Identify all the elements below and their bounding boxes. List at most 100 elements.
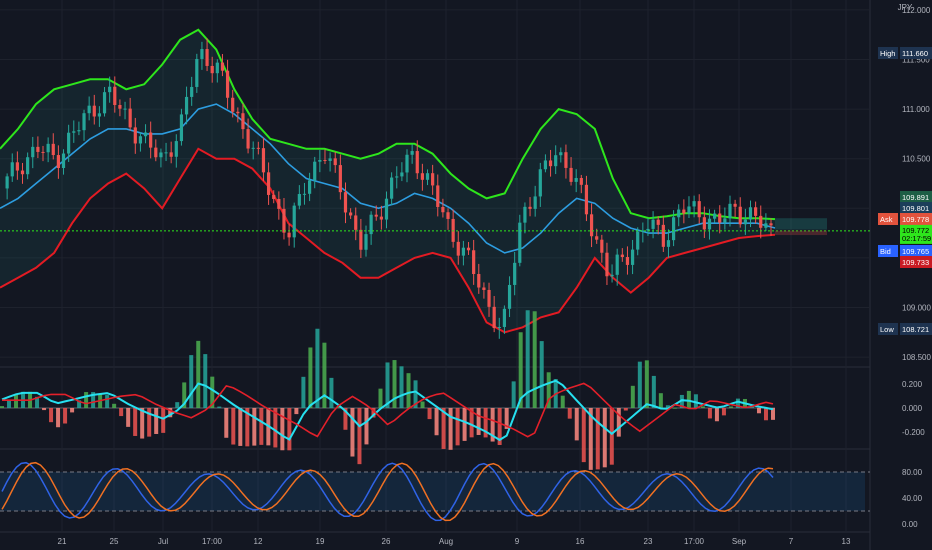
candle — [482, 282, 486, 299]
candle-body — [108, 86, 112, 93]
macd-histogram-bar — [448, 408, 453, 450]
candle — [400, 162, 404, 182]
macd-histogram-bar — [322, 342, 327, 408]
candle-body — [713, 213, 717, 219]
candle — [390, 172, 394, 206]
candle — [292, 202, 296, 248]
candle — [51, 133, 55, 160]
macd-histogram-bar — [14, 394, 19, 408]
macd-pane[interactable]: 0.200 0.000 -0.200 — [0, 310, 925, 470]
macd-histogram-bar — [35, 396, 40, 408]
macd-histogram-bar — [70, 408, 75, 413]
candle — [31, 136, 35, 169]
candle-body — [574, 178, 578, 182]
candle-body — [543, 160, 548, 170]
candle-body — [56, 155, 60, 168]
candle — [641, 222, 645, 243]
price-tick-label: 108.500 — [902, 353, 931, 362]
candle-body — [538, 169, 542, 197]
candle-body — [266, 172, 271, 195]
low-tag-label: Low — [880, 325, 894, 334]
candle-body — [641, 230, 645, 232]
candle-body — [343, 192, 348, 213]
macd-histogram-bar — [420, 401, 425, 408]
candle — [584, 175, 589, 222]
candle-body — [656, 219, 660, 225]
macd-histogram-bar — [623, 408, 628, 411]
macd-histogram-bar — [630, 385, 635, 408]
price-axis[interactable]: 112.000111.500111.000110.500110.000109.5… — [878, 6, 932, 362]
stochastic-pane[interactable]: 80.00 40.00 0.00 — [0, 461, 923, 529]
macd-line — [1, 379, 774, 442]
candle — [605, 242, 609, 286]
time-tick-label: 7 — [789, 537, 794, 546]
candle — [451, 209, 455, 248]
macd-histogram-bar — [168, 408, 173, 418]
candle-body — [41, 151, 45, 153]
candle — [441, 198, 445, 218]
candle — [87, 96, 91, 121]
macd-histogram-bar — [483, 408, 488, 438]
candle-body — [236, 111, 240, 114]
time-tick-label: 9 — [515, 537, 520, 546]
candle-body — [477, 274, 481, 288]
candle-body — [728, 203, 732, 219]
candle-body — [502, 308, 507, 327]
macd-histogram-bar — [0, 406, 4, 408]
candle — [415, 140, 419, 180]
candle — [128, 97, 132, 131]
candle — [379, 205, 383, 230]
candle — [677, 204, 681, 227]
candle-body — [400, 172, 404, 177]
candle-body — [436, 185, 440, 207]
candle — [718, 205, 722, 234]
candle-body — [46, 143, 50, 153]
candle-body — [610, 274, 614, 277]
time-tick-label: 17:00 — [202, 537, 223, 546]
candle-body — [697, 201, 701, 218]
candle — [26, 152, 30, 180]
candle-body — [195, 58, 199, 87]
candle — [748, 200, 753, 228]
time-axis[interactable]: 21 25 Jul 17:00 12 19 26 Aug 9 16 23 17:00 Sep 7 13 — [58, 537, 851, 546]
candle-body — [184, 96, 189, 115]
candle-body — [179, 114, 184, 142]
macd-histogram-bar — [714, 408, 719, 422]
candle-body — [589, 214, 594, 237]
candle-body — [225, 70, 230, 98]
candle-body — [20, 170, 25, 175]
macd-histogram-bar — [49, 408, 54, 423]
candle — [523, 202, 527, 234]
macd-histogram-bar — [602, 408, 607, 468]
macd-histogram-bar — [357, 408, 362, 465]
upper-band-line — [0, 28, 776, 221]
candle-body — [600, 239, 604, 253]
candle — [538, 162, 542, 207]
last-price-value: 109.772 — [902, 226, 929, 235]
macd-histogram-bar — [245, 408, 250, 447]
macd-histogram-bar — [343, 408, 348, 430]
candle-body — [533, 196, 537, 209]
macd-histogram-bar — [595, 408, 600, 470]
macd-histogram-bar — [700, 406, 705, 408]
candle — [446, 208, 450, 230]
candle — [318, 150, 322, 173]
macd-histogram-bar — [56, 408, 61, 428]
candle — [113, 76, 117, 113]
macd-histogram-bar — [301, 376, 306, 408]
candle — [502, 305, 507, 334]
candle-body — [651, 219, 655, 229]
candle — [395, 166, 399, 189]
candle — [143, 124, 148, 144]
candle — [697, 194, 701, 224]
candle-body — [754, 207, 758, 216]
candle — [338, 154, 342, 200]
candle — [564, 144, 568, 179]
candle — [574, 169, 578, 193]
candle — [36, 136, 40, 159]
candle — [477, 263, 481, 294]
macd-histogram-bar — [77, 400, 82, 408]
candle-body — [256, 147, 260, 149]
macd-histogram-bar — [63, 408, 68, 424]
